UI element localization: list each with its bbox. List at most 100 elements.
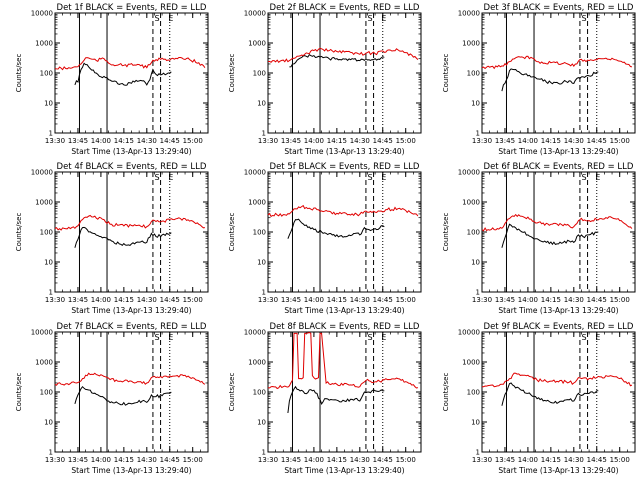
- x-tick-label: 13:45: [495, 137, 515, 145]
- x-tick-label: 13:45: [281, 296, 301, 304]
- marker-letter-E: E: [168, 333, 173, 342]
- y-tick-label: 10000: [31, 329, 53, 337]
- y-tick-label: 100: [467, 389, 480, 397]
- x-tick-label: 14:30: [350, 296, 370, 304]
- x-tick-label: 14:30: [350, 137, 370, 145]
- series-line-events: [287, 218, 385, 239]
- x-axis-label: Start Time (13-Apr-13 13:29:40): [71, 466, 191, 475]
- x-tick-label: 14:00: [304, 456, 324, 464]
- x-tick-label: 13:30: [258, 296, 278, 304]
- marker-letter-E: E: [168, 173, 173, 182]
- x-tick-label: 15:00: [396, 296, 416, 304]
- y-tick-label: 100: [253, 70, 266, 78]
- marker-letter-E: E: [381, 173, 386, 182]
- x-tick-label: 14:30: [137, 137, 157, 145]
- x-tick-label: 14:00: [518, 456, 538, 464]
- plot-frame: [267, 331, 422, 453]
- x-tick-label: 14:45: [587, 456, 607, 464]
- plot-frame: [481, 171, 636, 293]
- x-tick-label: 14:15: [114, 296, 134, 304]
- marker-letter-S: S: [367, 14, 372, 23]
- y-tick-label: 1000: [462, 359, 480, 367]
- series-line-events: [501, 223, 599, 248]
- x-tick-label: 14:15: [114, 137, 134, 145]
- chart-panel-9: Det 9f BLACK = Events, RED = LLD Counts/s…: [442, 322, 636, 475]
- y-axis-label: Counts/sec: [15, 213, 23, 252]
- x-tick-label: 13:30: [258, 137, 278, 145]
- chart-title: Det 3f BLACK = Events, RED = LLD: [484, 3, 634, 13]
- x-axis-label: Start Time (13-Apr-13 13:29:40): [498, 306, 618, 315]
- x-tick-label: 14:30: [137, 456, 157, 464]
- y-axis-label: Counts/sec: [442, 213, 450, 252]
- series-line-events: [501, 382, 599, 406]
- y-tick-label: 1: [49, 130, 53, 138]
- x-tick-label: 15:00: [183, 137, 203, 145]
- y-tick-label: 10: [257, 100, 266, 108]
- plot-frame: [481, 331, 636, 453]
- x-tick-label: 15:00: [183, 296, 203, 304]
- y-tick-label: 10: [257, 259, 266, 267]
- marker-letter-E: E: [595, 333, 600, 342]
- x-tick-label: 15:00: [610, 456, 630, 464]
- y-tick-label: 10000: [458, 10, 480, 18]
- x-tick-label: 13:45: [68, 137, 88, 145]
- x-axis-label: Start Time (13-Apr-13 13:29:40): [498, 147, 618, 156]
- chart-title: Det 5f BLACK = Events, RED = LLD: [270, 162, 420, 172]
- y-tick-label: 100: [40, 70, 53, 78]
- x-tick-label: 13:45: [281, 456, 301, 464]
- x-tick-label: 14:30: [564, 296, 584, 304]
- x-axis-label: Start Time (13-Apr-13 13:29:40): [498, 466, 618, 475]
- x-axis-label: Start Time (13-Apr-13 13:29:40): [284, 147, 404, 156]
- y-tick-label: 1000: [248, 40, 266, 48]
- y-tick-label: 1000: [248, 359, 266, 367]
- marker-letter-S: S: [581, 333, 586, 342]
- y-tick-label: 100: [253, 229, 266, 237]
- y-tick-label: 100: [467, 229, 480, 237]
- series-line-events: [74, 62, 172, 86]
- x-tick-label: 13:30: [472, 137, 492, 145]
- x-axis-label: Start Time (13-Apr-13 13:29:40): [71, 306, 191, 315]
- y-tick-label: 10: [471, 100, 480, 108]
- chart-panel-3: Det 3f BLACK = Events, RED = LLD Counts/s…: [442, 3, 636, 156]
- y-tick-label: 10: [44, 100, 53, 108]
- series-line-events: [74, 385, 172, 406]
- x-tick-label: 14:45: [373, 137, 393, 145]
- marker-letter-E: E: [595, 173, 600, 182]
- x-axis-label: Start Time (13-Apr-13 13:29:40): [71, 147, 191, 156]
- x-axis-label: Start Time (13-Apr-13 13:29:40): [284, 306, 404, 315]
- marker-letter-E: E: [595, 14, 600, 23]
- chart-title: Det 9f BLACK = Events, RED = LLD: [484, 322, 634, 332]
- x-axis-label: Start Time (13-Apr-13 13:29:40): [284, 466, 404, 475]
- marker-letter-S: S: [367, 333, 372, 342]
- x-tick-label: 14:45: [160, 296, 180, 304]
- chart-title: Det 4f BLACK = Events, RED = LLD: [57, 162, 207, 172]
- x-tick-label: 14:45: [587, 137, 607, 145]
- y-tick-label: 10000: [244, 10, 266, 18]
- y-tick-label: 1: [262, 130, 266, 138]
- y-tick-label: 100: [40, 389, 53, 397]
- chart-panel-8: Det 8f BLACK = Events, RED = LLD Counts/s…: [228, 322, 422, 475]
- x-tick-label: 14:00: [304, 296, 324, 304]
- x-tick-label: 13:45: [68, 296, 88, 304]
- series-line-lld: [267, 204, 419, 218]
- x-tick-label: 14:00: [91, 137, 111, 145]
- series-line-lld: [54, 214, 205, 231]
- series-line-events: [287, 385, 385, 414]
- marker-letter-E: E: [381, 333, 386, 342]
- y-tick-label: 100: [40, 229, 53, 237]
- chart-panel-6: Det 6f BLACK = Events, RED = LLD Counts/s…: [442, 162, 636, 315]
- chart-panel-2: Det 2f BLACK = Events, RED = LLD Counts/s…: [228, 3, 422, 156]
- x-tick-label: 15:00: [610, 137, 630, 145]
- x-tick-label: 14:30: [350, 456, 370, 464]
- x-tick-label: 14:00: [91, 456, 111, 464]
- chart-panel-7: Det 7f BLACK = Events, RED = LLD Counts/s…: [15, 322, 209, 475]
- x-tick-label: 14:15: [327, 456, 347, 464]
- y-tick-label: 1000: [462, 199, 480, 207]
- y-tick-label: 1: [476, 289, 480, 297]
- y-tick-label: 1000: [35, 40, 53, 48]
- y-tick-label: 10: [44, 259, 53, 267]
- x-tick-label: 14:15: [114, 456, 134, 464]
- y-axis-label: Counts/sec: [442, 54, 450, 93]
- x-tick-label: 14:00: [518, 137, 538, 145]
